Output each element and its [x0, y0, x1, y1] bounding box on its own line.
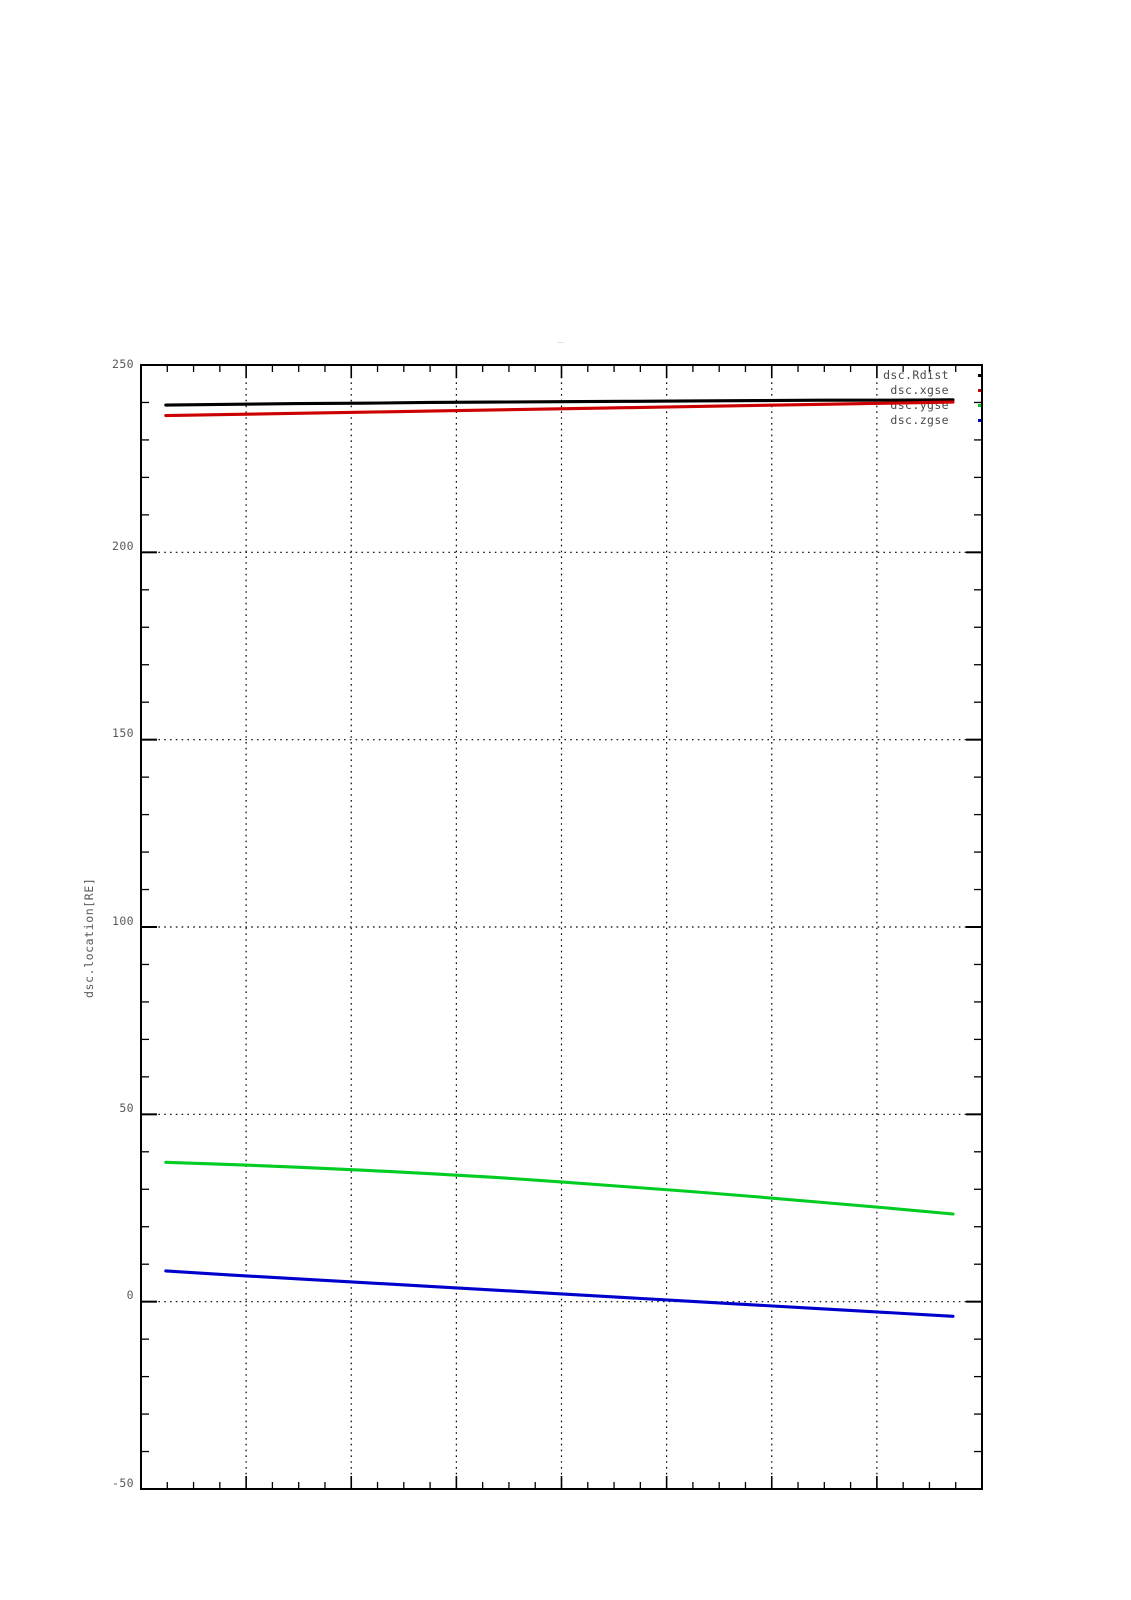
legend-label: dsc.xgse [890, 383, 949, 397]
legend-label: dsc.Rdist [883, 368, 949, 382]
y-tick-label: 50 [119, 1101, 134, 1115]
legend: dsc.Rdist dsc.xgse dsc.ygse dsc.zgse [845, 368, 985, 428]
legend-color-dot [978, 374, 981, 377]
y-tick-label: 0 [126, 1288, 134, 1302]
legend-item: dsc.ygse [845, 398, 985, 413]
y-tick-label: 200 [112, 539, 134, 553]
plot-frame [140, 364, 983, 1490]
y-tick-label: 150 [112, 726, 134, 740]
legend-color-dot [978, 389, 981, 392]
legend-item: dsc.xgse [845, 383, 985, 398]
y-tick-label: 250 [112, 357, 134, 371]
plot-title-mark: – [558, 338, 564, 345]
legend-item: dsc.Rdist [845, 368, 985, 383]
legend-label: dsc.ygse [890, 398, 949, 412]
y-tick-label: 100 [112, 914, 134, 928]
y-axis-title: dsc.location[RE] [82, 877, 96, 998]
legend-item: dsc.zgse [845, 413, 985, 428]
legend-color-dot [978, 404, 981, 407]
legend-label: dsc.zgse [890, 413, 949, 427]
y-tick-label: -50 [112, 1476, 134, 1490]
legend-color-dot [978, 419, 981, 422]
